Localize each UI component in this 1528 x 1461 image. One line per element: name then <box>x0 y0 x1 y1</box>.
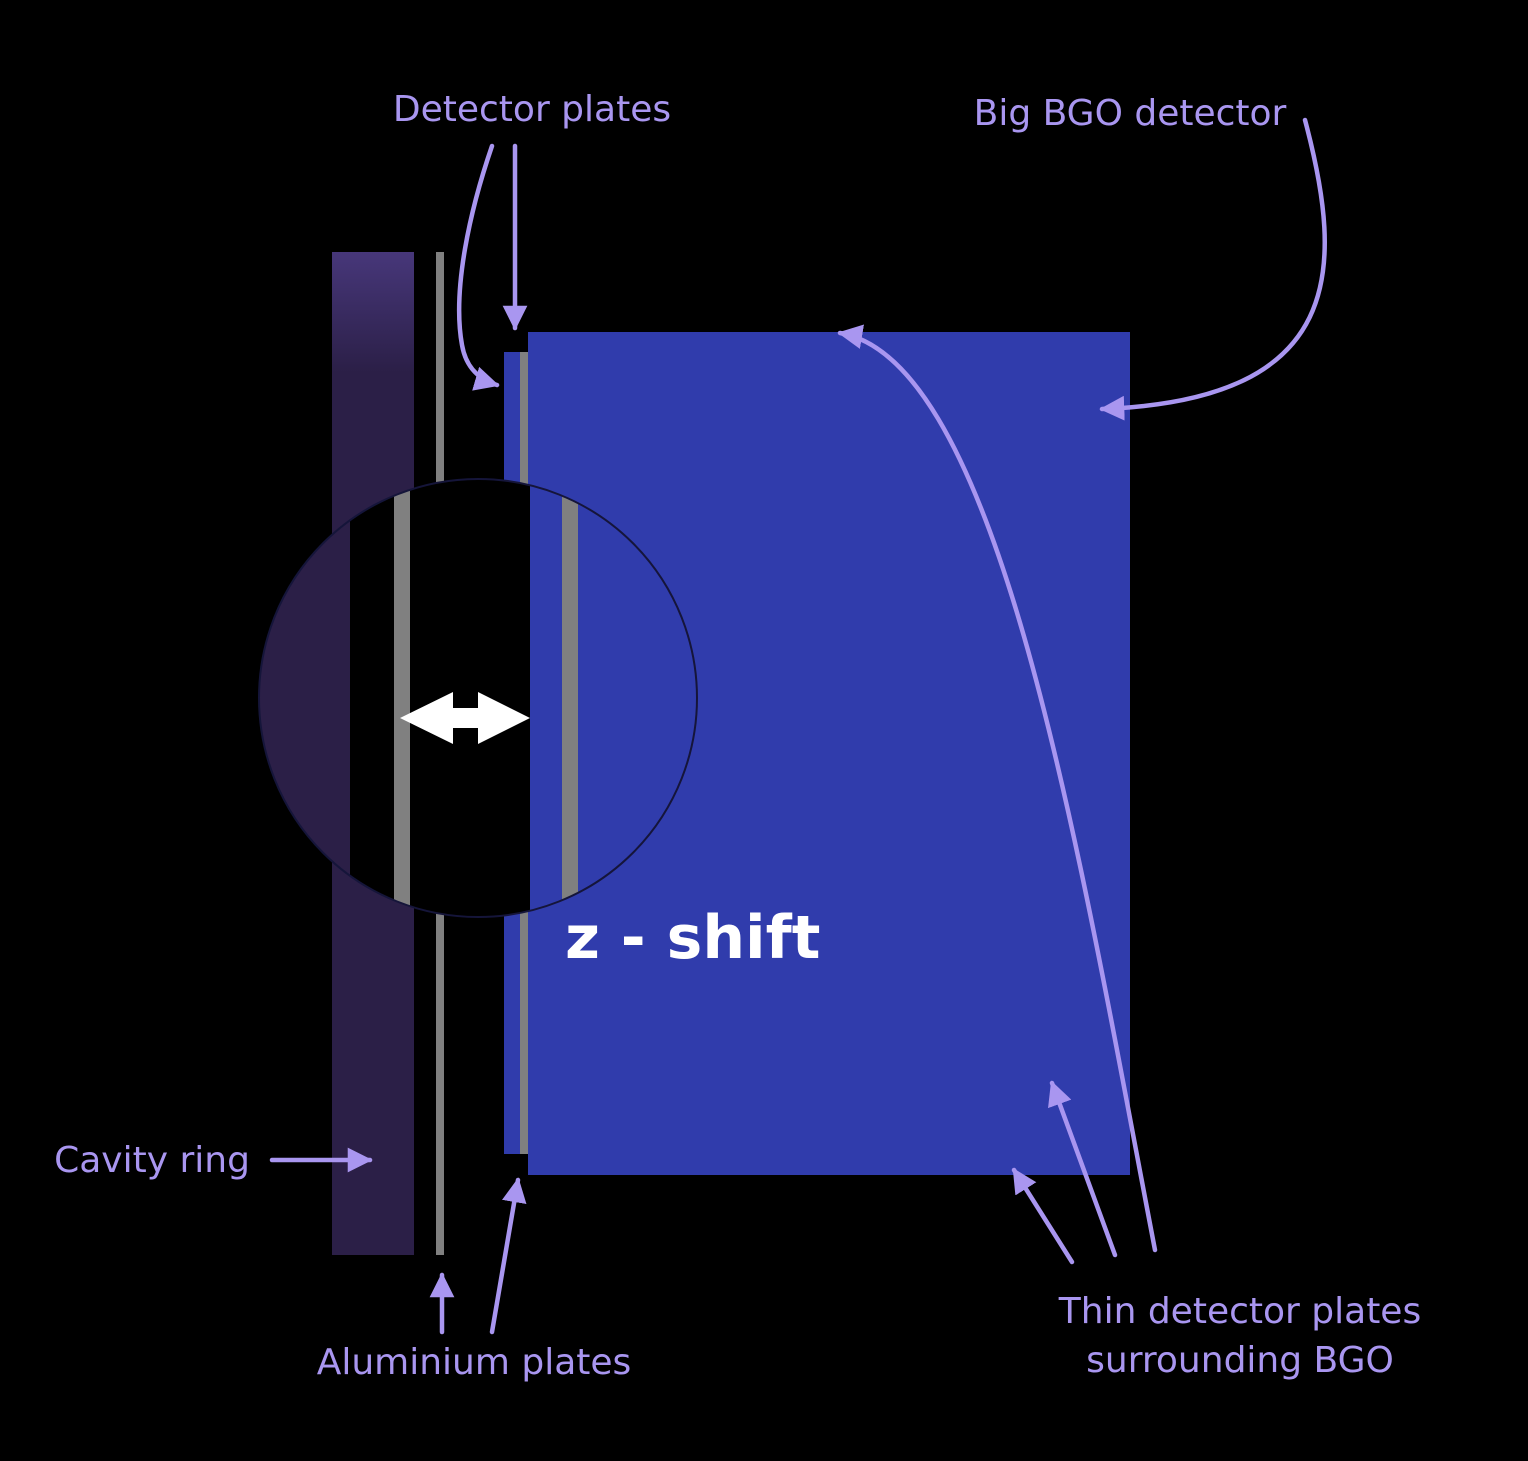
double-arrow-icon <box>400 692 530 744</box>
arrow-thin-plates-top <box>837 324 1158 1253</box>
label-thin-plates-line1: Thin detector plates <box>1058 1291 1421 1332</box>
label-thin-plates-line2: surrounding BGO <box>1086 1340 1394 1381</box>
arrow-detector-plate-left <box>456 143 500 391</box>
arrow-detector-plate-bottom <box>489 1177 527 1335</box>
arrow-big-bgo <box>1099 117 1327 421</box>
label-z-shift: z - shift <box>565 903 820 973</box>
label-aluminium-plates: Aluminium plates <box>317 1342 632 1383</box>
arrow-thin-plates-right <box>1048 1080 1118 1258</box>
label-big-bgo-detector: Big BGO detector <box>974 93 1287 134</box>
label-cavity-ring: Cavity ring <box>54 1140 250 1181</box>
magnified-aluminium-plate <box>394 479 410 917</box>
magnified-cavity-ring <box>259 479 350 917</box>
magnified-detector-strip <box>562 479 578 917</box>
arrow-thin-plates-bottom <box>1011 1167 1075 1265</box>
label-detector-plates: Detector plates <box>393 89 671 130</box>
